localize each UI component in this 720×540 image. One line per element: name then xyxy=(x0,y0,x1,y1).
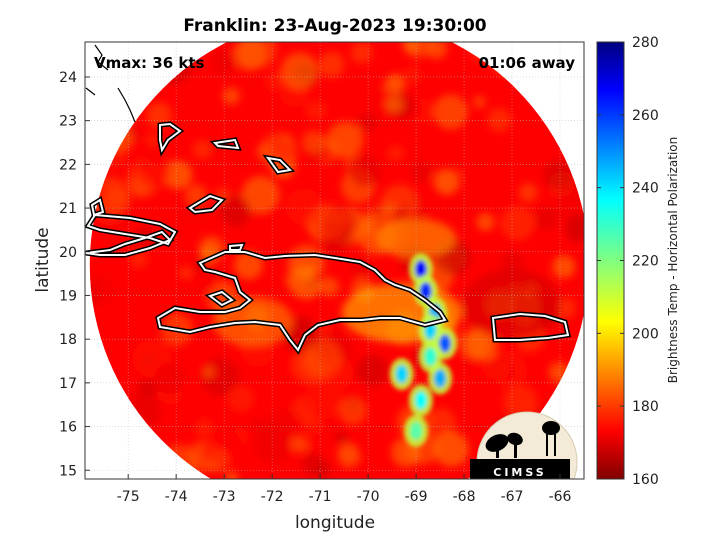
chart-title: Franklin: 23-Aug-2023 19:30:00 xyxy=(183,16,486,36)
plot-frame xyxy=(84,41,585,480)
x-tick-label: -71 xyxy=(309,489,332,505)
coastline xyxy=(85,122,570,352)
x-tick-label: -69 xyxy=(405,489,428,505)
y-tick-label: 24 xyxy=(59,70,77,86)
colorbar-scale xyxy=(596,41,625,480)
x-tick-label: -67 xyxy=(501,489,524,505)
y-tick-label: 22 xyxy=(59,157,77,173)
y-tick-label: 18 xyxy=(59,332,77,348)
cold-cell-core xyxy=(395,365,408,384)
x-tick-label: -73 xyxy=(213,489,236,505)
cold-cell-core xyxy=(434,369,447,388)
x-tick-label: -72 xyxy=(261,489,284,505)
x-tick-label: -68 xyxy=(453,489,476,505)
y-tick-label: 17 xyxy=(59,376,77,392)
colorbar-label: Brightness Temp - Horizontal Polarizatio… xyxy=(666,137,680,384)
y-axis-ticks: 15 16 17 18 19 20 21 22 23 24 xyxy=(59,70,90,479)
y-tick-label: 21 xyxy=(59,201,77,217)
y-tick-label: 19 xyxy=(59,288,77,304)
colorbar: 160 180 200 220 240 260 280 Brightness Temp - … xyxy=(596,35,680,488)
cold-cell-core xyxy=(410,421,423,440)
logo-text: CIMSS xyxy=(493,466,546,479)
colorbar-ticks: 160 180 200 220 240 260 280 xyxy=(597,35,659,488)
y-tick-label: 16 xyxy=(59,420,77,436)
colorbar-tick-label: 220 xyxy=(632,254,659,270)
cold-cell-core xyxy=(414,391,427,410)
colorbar-tick-label: 240 xyxy=(632,181,659,197)
x-tick-label: -75 xyxy=(117,489,140,505)
x-axis-label: longitude xyxy=(295,513,375,533)
coastline-outside-swath xyxy=(85,44,136,123)
cold-cell-core xyxy=(414,260,427,279)
distance-annotation: 01:06 away xyxy=(479,54,576,72)
colorbar-tick-label: 200 xyxy=(632,326,659,342)
cold-cell-core xyxy=(424,347,437,366)
y-axis-label: latitude xyxy=(33,227,53,292)
colorbar-tick-label: 280 xyxy=(632,35,659,51)
y-tick-label: 23 xyxy=(59,114,77,130)
cold-cell-core xyxy=(438,334,451,353)
cimss-logo: CIMSS xyxy=(470,411,578,479)
x-axis-ticks: -75 -74 -73 -72 -71 -70 -69 -68 -67 -66 xyxy=(117,474,572,505)
colorbar-tick-label: 180 xyxy=(632,399,659,415)
colorbar-tick-label: 260 xyxy=(632,108,659,124)
x-tick-label: -70 xyxy=(357,489,380,505)
grid xyxy=(85,42,584,479)
plot-area: CIMSS xyxy=(85,42,584,479)
y-tick-label: 20 xyxy=(59,245,77,261)
cold-convection xyxy=(389,253,457,447)
x-tick-label: -66 xyxy=(549,489,572,505)
vmax-annotation: Vmax: 36 kts xyxy=(94,54,204,72)
colorbar-tick-label: 160 xyxy=(632,472,659,488)
y-tick-label: 15 xyxy=(59,463,77,479)
x-tick-label: -74 xyxy=(165,489,188,505)
